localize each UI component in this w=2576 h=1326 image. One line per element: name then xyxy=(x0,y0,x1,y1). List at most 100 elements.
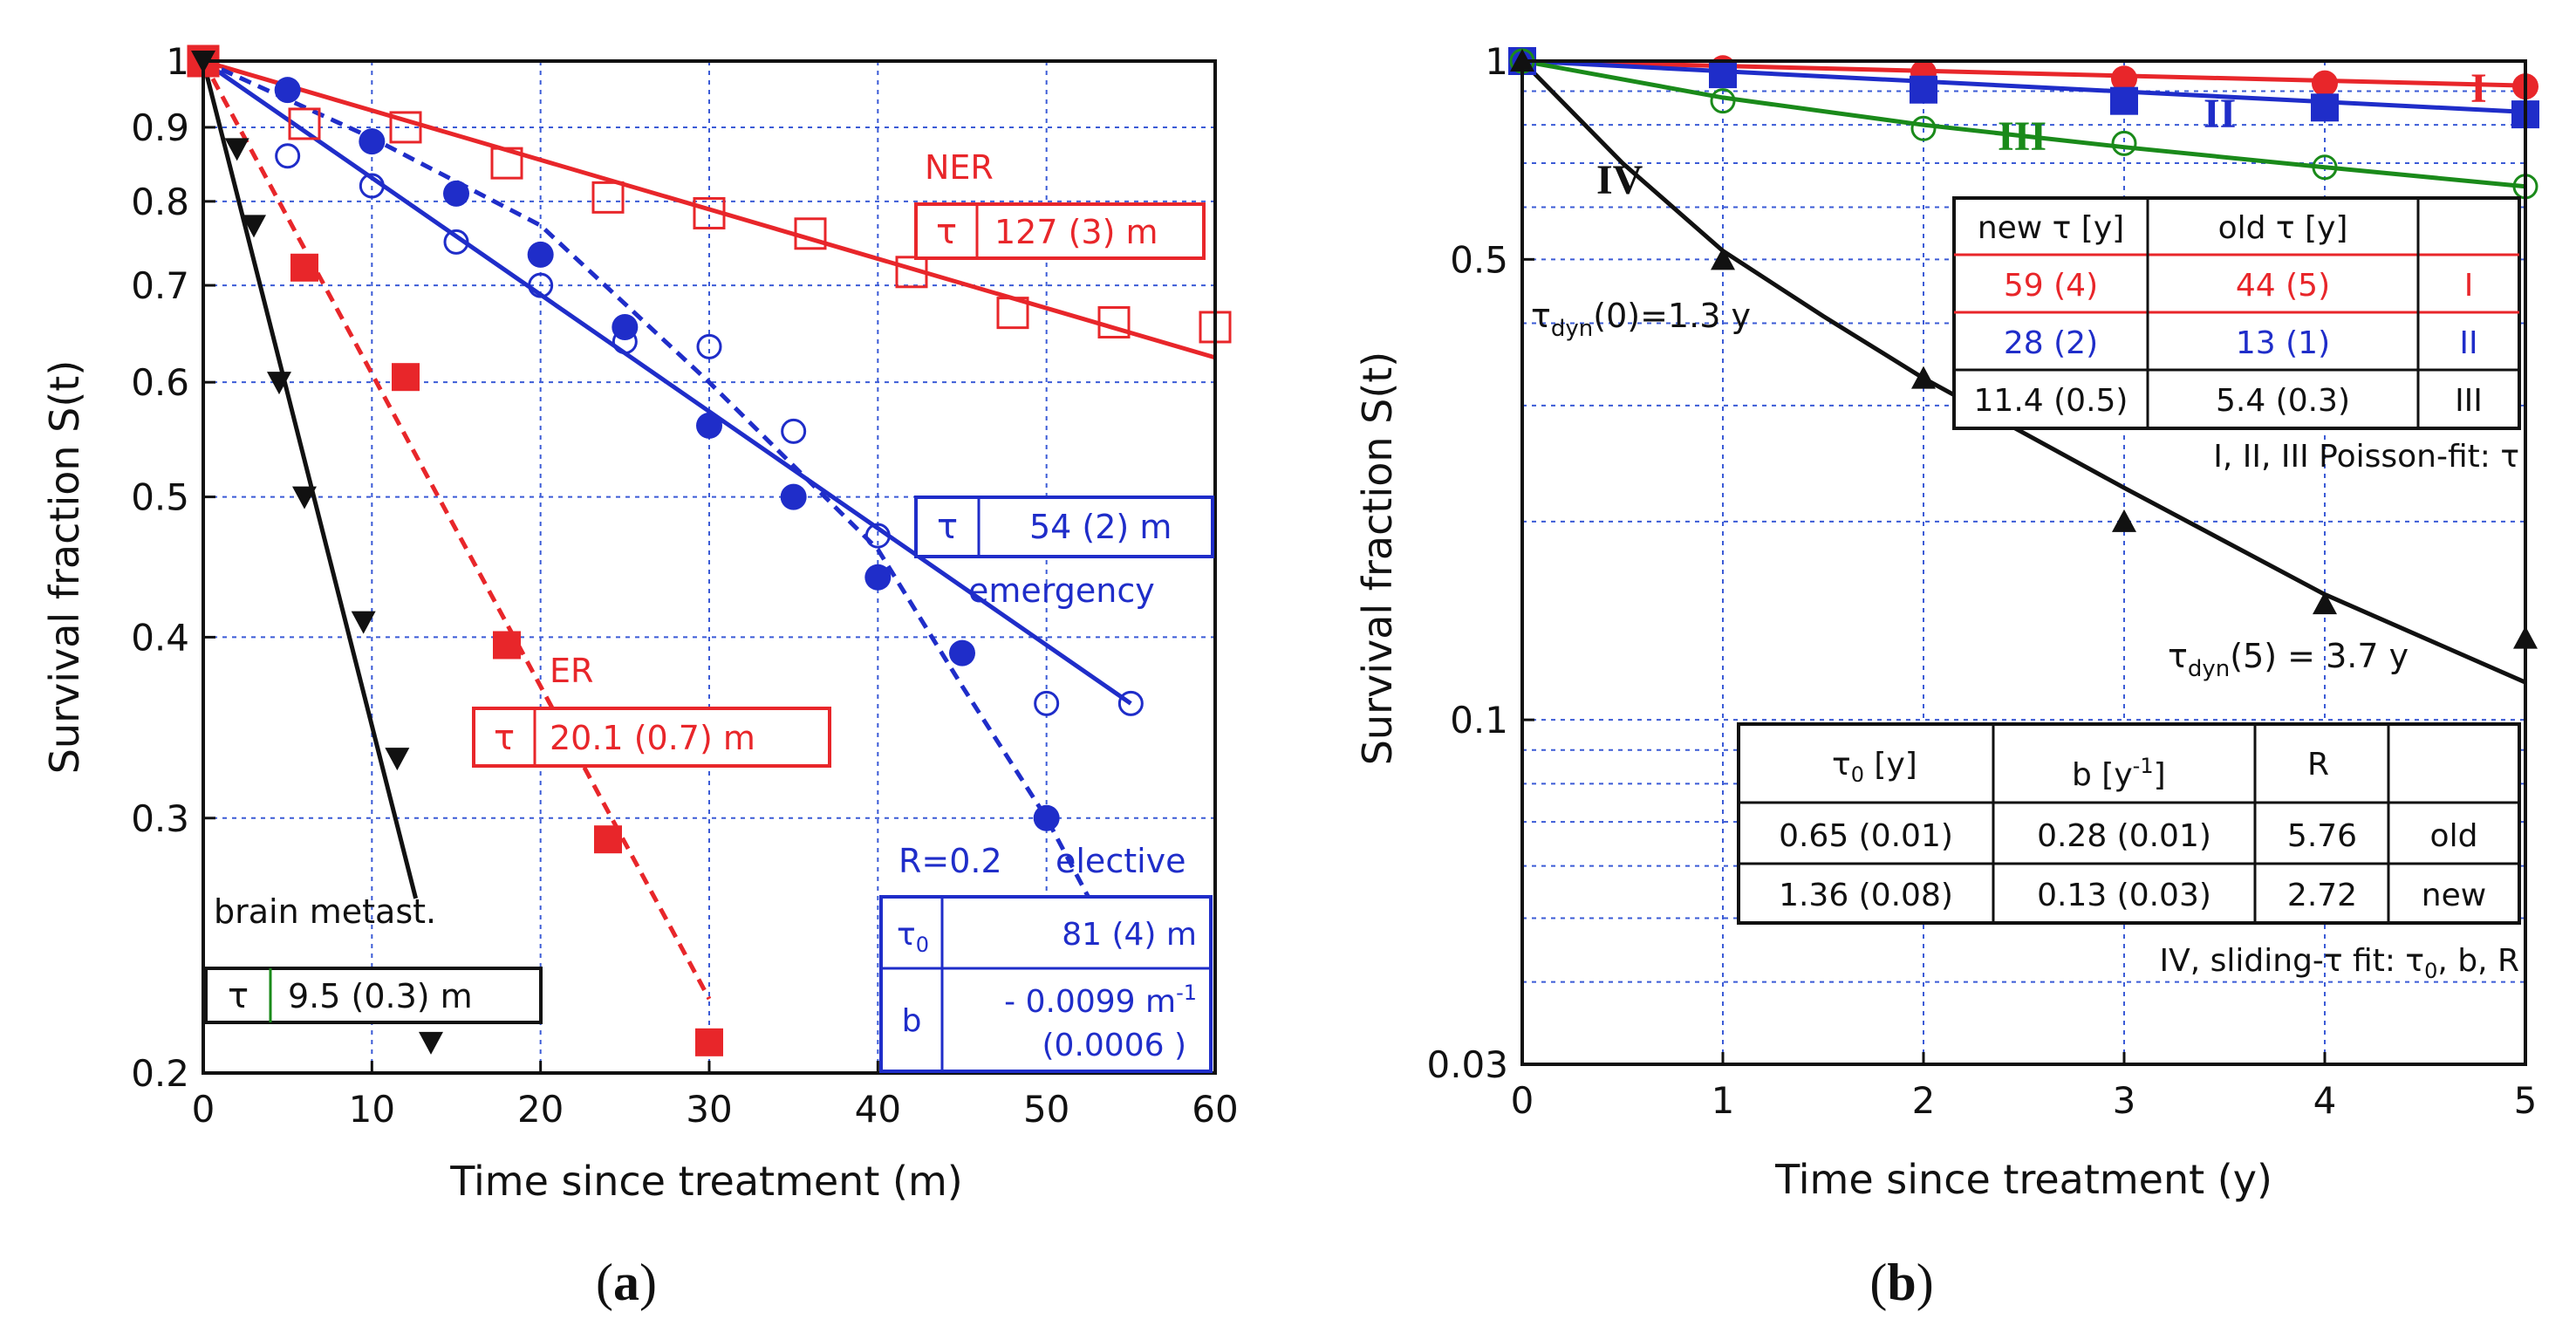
data-point-emergency xyxy=(528,272,554,298)
brain-metast-label: brain metast. xyxy=(214,892,436,931)
data-point-elective xyxy=(1033,804,1060,831)
sliding-table-cell: 1.36 (0.08) xyxy=(1779,878,1953,913)
ner-label: NER xyxy=(925,148,994,187)
data-point-ner xyxy=(794,217,827,250)
sliding-fit-caption: IV, sliding-τ fit: τ0, b, R xyxy=(2160,943,2519,983)
data-point-er xyxy=(695,1028,723,1056)
y-tick-label: 1 xyxy=(1485,40,1508,83)
er-tau-value: 20.1 (0.7) m xyxy=(550,719,755,757)
fit-line-er xyxy=(201,59,712,1001)
data-point-emergency xyxy=(864,523,891,549)
y-tick-label: 1 xyxy=(166,40,189,83)
x-tick-label: 1 xyxy=(1712,1079,1735,1122)
y-tick-label: 0.4 xyxy=(131,616,189,659)
data-point-iii xyxy=(2111,130,2137,156)
y-axis-label-a: Survival fraction S(t) xyxy=(41,360,88,775)
sliding-header-r: R xyxy=(2307,747,2329,783)
x-tick-label: 10 xyxy=(349,1088,395,1131)
ticks-b: 0 1 2 3 4 5 1 0.5 0.1 0.03 xyxy=(1426,40,2537,1122)
x-tick-label: 4 xyxy=(2313,1079,2337,1122)
x-tick-label: 50 xyxy=(1023,1088,1069,1131)
data-point-brain-metast xyxy=(224,138,249,161)
panel-b-caption: (b) xyxy=(1869,1254,1933,1311)
data-point-elective xyxy=(864,564,892,591)
data-point-iii xyxy=(1710,88,1736,114)
data-point-elective xyxy=(274,77,301,104)
ner-tau-value: 127 (3) m xyxy=(994,213,1158,251)
fit-line-iii xyxy=(1521,58,2526,189)
sliding-table-cell: 5.76 xyxy=(2287,818,2357,854)
data-point-ner xyxy=(693,196,726,229)
data-point-emergency xyxy=(443,229,469,255)
r-value-label: R=0.2 xyxy=(899,842,1002,880)
poisson-table-cell: 13 (1) xyxy=(2236,325,2330,361)
poisson-table-cell: 11.4 (0.5) xyxy=(1974,383,2128,419)
sliding-table-cell: 0.65 (0.01) xyxy=(1779,818,1953,854)
y-tick-label: 0.5 xyxy=(131,476,189,519)
chart-panel-b: 0 1 2 3 4 5 1 0.5 0.1 0.03 Time since treatment (… xyxy=(1354,40,2539,1203)
x-axis-label-b: Time since treatment (y) xyxy=(1774,1156,2272,1203)
y-axis-label-b: Survival fraction S(t) xyxy=(1354,352,1401,766)
data-point-elective xyxy=(527,241,554,268)
poisson-header-cell: old τ [y] xyxy=(2218,210,2348,246)
tau-dyn-0-label: τdyn(0)=1.3 y xyxy=(1531,297,1751,342)
y-tick-label: 0.5 xyxy=(1450,238,1508,281)
sliding-fit-table: τ0 [y] b [y-1] R 0.65 (0.01) 0.28 (0.01) 5… xyxy=(1737,722,2521,925)
data-point-iv xyxy=(2313,591,2337,615)
x-tick-label: 30 xyxy=(686,1088,732,1131)
ner-tau-box: τ 127 (3) m xyxy=(914,202,1206,260)
data-point-ner xyxy=(490,147,523,180)
data-point-i xyxy=(2111,65,2137,92)
series-II-label: II xyxy=(2204,91,2236,137)
data-point-ii xyxy=(2110,86,2138,115)
x-tick-label: 0 xyxy=(1511,1079,1534,1122)
data-point-ner xyxy=(1097,305,1131,338)
data-point-emergency xyxy=(359,173,385,199)
data-point-elective xyxy=(359,128,386,155)
series-III-label: III xyxy=(1998,113,2046,160)
panel-a-caption: (a) xyxy=(596,1254,657,1311)
data-point-i xyxy=(2312,70,2338,97)
emergency-tau-value: 54 (2) m xyxy=(1029,508,1172,546)
data-point-iv xyxy=(1911,366,1936,389)
brain-tau-symbol: τ xyxy=(228,976,249,1016)
y-tick-label: 0.9 xyxy=(131,106,189,149)
x-tick-label: 20 xyxy=(517,1088,564,1131)
data-point-brain-metast xyxy=(385,748,410,771)
brain-tau-box: τ 9.5 (0.3) m xyxy=(204,967,543,1024)
sliding-header-tau0: τ0 [y] xyxy=(1832,747,1917,787)
emergency-tau-box: τ 54 (2) m xyxy=(914,496,1214,558)
poisson-fit-table: new τ [y] old τ [y] 59 (4) 44 (5) I 28 (2) 13 … xyxy=(1952,196,2521,430)
emergency-label: emergency xyxy=(968,571,1155,610)
data-point-elective xyxy=(443,180,469,207)
poisson-table-cell: II xyxy=(2459,325,2477,361)
fit-line-emergency xyxy=(202,58,1132,706)
fit-line-iv xyxy=(1520,59,2527,685)
data-point-er xyxy=(493,631,521,660)
series-I-label: I xyxy=(2470,65,2487,112)
data-point-ner xyxy=(591,181,625,214)
fits-b xyxy=(1520,58,2527,685)
poisson-table-cell: 44 (5) xyxy=(2236,268,2330,304)
y-tick-label: 0.7 xyxy=(131,264,189,307)
y-tick-label: 0.03 xyxy=(1426,1043,1508,1086)
data-point-brain-metast xyxy=(292,486,317,509)
y-tick-label: 0.6 xyxy=(131,361,189,404)
data-point-iv xyxy=(2112,509,2136,532)
sliding-table-cell: 2.72 xyxy=(2287,878,2357,913)
data-point-ner xyxy=(996,297,1029,330)
data-point-elective xyxy=(612,313,639,340)
elective-param-box: τ0 81 (4) m b - 0.0099 m-1 (0.0006 ) xyxy=(879,895,1213,1073)
poisson-fit-caption: I, II, III Poisson-fit: τ xyxy=(2213,439,2519,475)
markers-a xyxy=(187,44,1232,1056)
data-point-emergency xyxy=(1034,690,1060,716)
x-tick-label: 0 xyxy=(192,1088,215,1131)
data-point-iii xyxy=(2312,154,2338,181)
data-point-ii xyxy=(2311,93,2339,122)
elective-tau0-symbol: τ0 xyxy=(897,917,929,957)
emergency-tau-symbol: τ xyxy=(937,507,958,547)
x-tick-label: 40 xyxy=(855,1088,901,1131)
data-point-brain-metast xyxy=(351,611,376,634)
data-point-elective xyxy=(949,639,975,666)
data-point-iii xyxy=(1910,115,1937,141)
